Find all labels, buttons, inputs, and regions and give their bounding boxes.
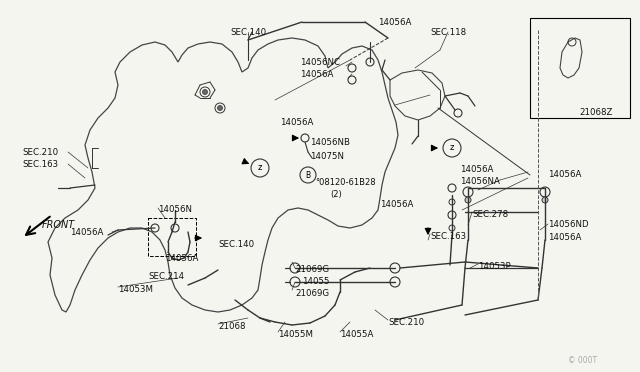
- Circle shape: [465, 197, 471, 203]
- Bar: [148, 218, 196, 256]
- Text: 21069G: 21069G: [295, 289, 329, 298]
- Text: 21069G: 21069G: [295, 265, 329, 274]
- Text: 14056NA: 14056NA: [460, 177, 500, 186]
- Text: 14053P: 14053P: [478, 262, 511, 271]
- Text: SEC.140: SEC.140: [218, 240, 254, 249]
- Text: SEC.118: SEC.118: [430, 28, 466, 37]
- Text: 14056ND: 14056ND: [548, 220, 589, 229]
- Text: SEC.210: SEC.210: [388, 318, 424, 327]
- Text: 14056A: 14056A: [548, 170, 581, 179]
- Text: SEC.214: SEC.214: [148, 272, 184, 281]
- Text: (2): (2): [330, 190, 342, 199]
- Text: °08120-61B28: °08120-61B28: [315, 178, 376, 187]
- Text: SEC.210: SEC.210: [22, 148, 58, 157]
- Circle shape: [218, 106, 223, 110]
- Text: 14056A: 14056A: [300, 70, 333, 79]
- Bar: [530, 18, 630, 118]
- Text: 14053M: 14053M: [118, 285, 153, 294]
- Text: 14056NB: 14056NB: [310, 138, 350, 147]
- Text: SEC.163: SEC.163: [22, 160, 58, 169]
- Text: 14056A: 14056A: [378, 18, 412, 27]
- Text: FRONT: FRONT: [42, 220, 76, 230]
- Text: 14056A: 14056A: [548, 233, 581, 242]
- Text: z: z: [258, 164, 262, 173]
- Text: 14056A: 14056A: [460, 165, 493, 174]
- Text: 14056A: 14056A: [70, 228, 104, 237]
- Text: SEC.140: SEC.140: [230, 28, 266, 37]
- Text: 14055M: 14055M: [278, 330, 313, 339]
- Text: SEC.163: SEC.163: [430, 232, 466, 241]
- Text: 21068: 21068: [218, 322, 246, 331]
- Text: 14055A: 14055A: [340, 330, 373, 339]
- Text: z: z: [450, 144, 454, 153]
- Text: 14056N: 14056N: [158, 205, 192, 214]
- Text: 14056A: 14056A: [380, 200, 413, 209]
- Text: © 000T: © 000T: [568, 356, 597, 365]
- Circle shape: [542, 197, 548, 203]
- Text: 14075N: 14075N: [310, 152, 344, 161]
- Text: 21068Z: 21068Z: [579, 108, 612, 117]
- Text: SEC.278: SEC.278: [472, 210, 508, 219]
- Text: 14056NC: 14056NC: [300, 58, 340, 67]
- Text: B: B: [305, 170, 310, 180]
- Text: 14056A: 14056A: [165, 254, 198, 263]
- Circle shape: [202, 90, 207, 94]
- Text: 14056A: 14056A: [280, 118, 314, 127]
- Text: 14055: 14055: [302, 277, 330, 286]
